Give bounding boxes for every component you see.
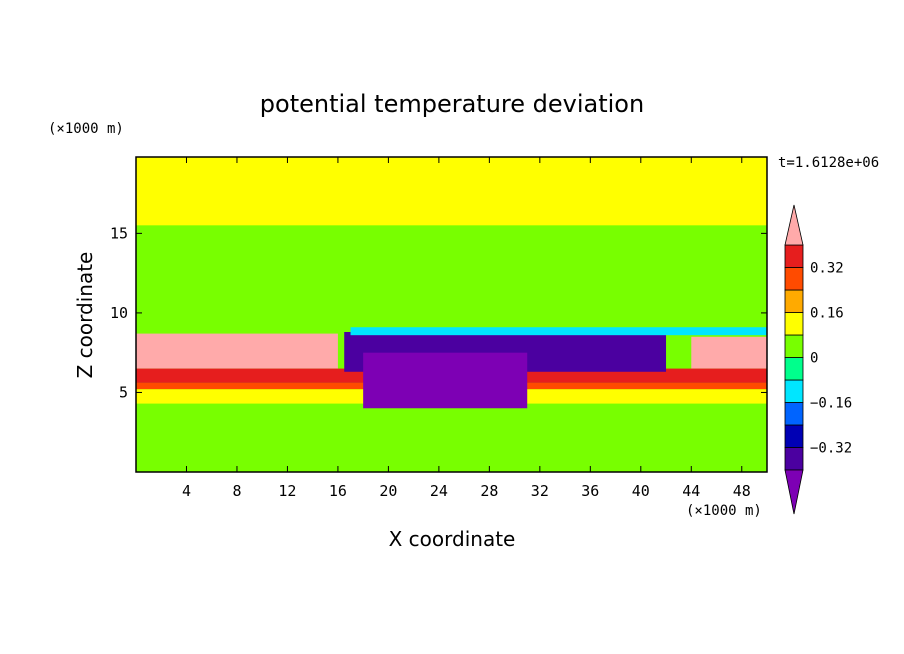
heatmap-field <box>136 157 767 472</box>
time-label: t=1.6128e+06 <box>778 155 879 171</box>
x-tick-label: 28 <box>480 482 498 500</box>
x-axis: 4 8 12 16 20 24 28 32 36 40 44 48 <box>182 157 751 500</box>
x-tick-label: 4 <box>182 482 191 500</box>
x-tick-label: 8 <box>232 482 241 500</box>
colorbar-swatch <box>784 312 804 336</box>
x-tick-label: 12 <box>278 482 296 500</box>
colorbar-tick-label: 0 <box>810 351 818 367</box>
x-tick-label: 16 <box>329 482 347 500</box>
x-unit-label: (×1000 m) <box>686 503 762 519</box>
colorbar-swatch <box>784 402 804 426</box>
x-tick-label: 40 <box>632 482 650 500</box>
field-region-3 <box>136 333 338 369</box>
colorbar-swatch <box>784 379 804 403</box>
colorbar-swatch <box>784 289 804 313</box>
y-axis: 5 10 15 <box>110 224 767 401</box>
colorbar-tick-label: 0.16 <box>810 306 844 322</box>
x-tick-label: 44 <box>682 482 700 500</box>
colorbar-swatch <box>784 357 804 381</box>
field-region-2 <box>136 225 767 313</box>
field-region-4 <box>691 336 767 369</box>
y-axis-label: Z coordinate <box>73 252 97 379</box>
field-region-10 <box>350 327 767 336</box>
colorbar-min-extend <box>784 469 804 515</box>
y-tick-label: 10 <box>110 304 128 322</box>
x-tick-label: 48 <box>733 482 751 500</box>
y-unit-label: (×1000 m) <box>48 121 124 137</box>
colorbar-tick-label: −0.32 <box>810 441 852 457</box>
colorbar: 0.32 0.16 0 −0.16 −0.32 <box>784 204 852 515</box>
colorbar-swatch <box>784 244 804 268</box>
colorbar-swatch <box>784 334 804 358</box>
x-tick-label: 20 <box>379 482 397 500</box>
x-tick-label: 24 <box>430 482 448 500</box>
colorbar-swatch <box>784 447 804 471</box>
colorbar-tick-label: −0.16 <box>810 396 852 412</box>
chart-title: potential temperature deviation <box>260 90 644 118</box>
colorbar-max-extend <box>784 204 804 246</box>
y-tick-label: 5 <box>119 383 128 401</box>
x-axis-label: X coordinate <box>389 527 516 551</box>
y-tick-label: 15 <box>110 224 128 242</box>
colorbar-tick-label: 0.32 <box>810 261 844 277</box>
x-tick-label: 36 <box>581 482 599 500</box>
field-region-11 <box>136 408 767 472</box>
field-region-9 <box>363 352 528 409</box>
field-region-1 <box>136 157 767 226</box>
x-tick-label: 32 <box>531 482 549 500</box>
plot-frame <box>135 156 768 473</box>
colorbar-swatch <box>784 267 804 291</box>
colorbar-swatch <box>784 424 804 448</box>
